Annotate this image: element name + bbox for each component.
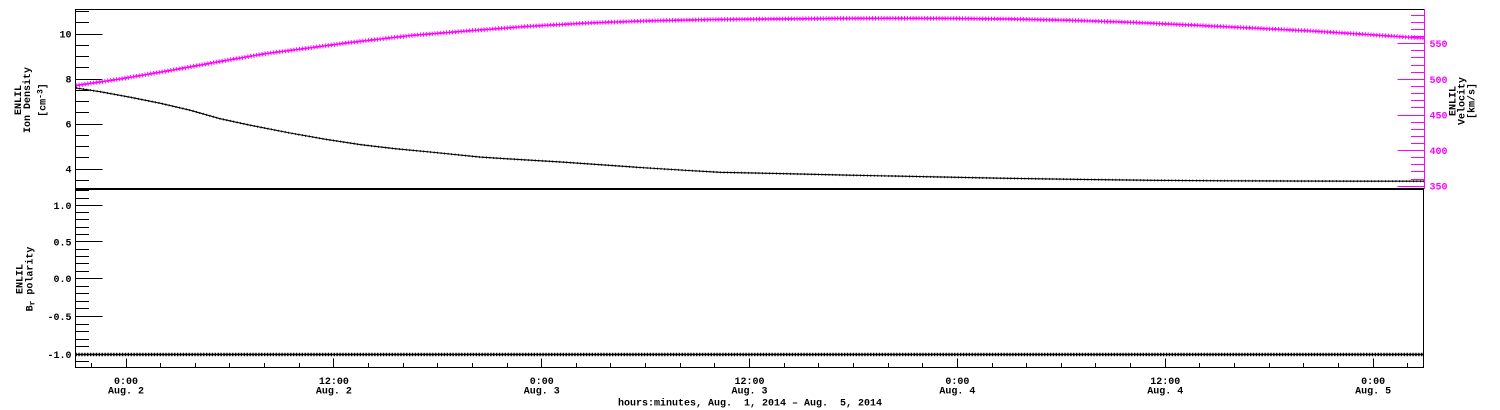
svg-text:Aug. 2: Aug. 2 [108,387,144,398]
svg-text:450: 450 [1430,112,1448,123]
svg-text:0.5: 0.5 [53,238,71,249]
svg-text:350: 350 [1430,183,1448,194]
svg-text:ENLIL: ENLIL [14,85,25,115]
svg-text:4: 4 [65,166,71,177]
svg-text:1.0: 1.0 [53,202,71,213]
svg-text:0:00: 0:00 [945,377,969,388]
svg-text:Aug. 2: Aug. 2 [316,387,352,398]
svg-text:Aug. 3: Aug. 3 [524,387,560,398]
svg-text:-0.5: -0.5 [47,313,71,324]
svg-text:ENLIL: ENLIL [1449,86,1460,116]
svg-text:12:00: 12:00 [319,377,349,388]
svg-text:hours:minutes, Aug. 1, 2014 –: hours:minutes, Aug. 1, 2014 – Aug. 5, 20… [618,398,882,410]
svg-text:Aug. 5: Aug. 5 [1355,387,1391,398]
svg-text:12:00: 12:00 [1150,377,1180,388]
svg-text:0.0: 0.0 [53,275,71,286]
svg-text:[cm-3]: [cm-3] [37,83,50,117]
svg-text:-1.0: -1.0 [47,351,71,362]
svg-text:ENLIL: ENLIL [16,264,27,294]
svg-text:0:00: 0:00 [114,377,138,388]
svg-text:0:00: 0:00 [530,377,554,388]
svg-text:8: 8 [65,76,71,87]
svg-text:6: 6 [65,121,71,132]
svg-text:0:00: 0:00 [1361,377,1385,388]
svg-text:400: 400 [1430,147,1448,158]
svg-text:500: 500 [1430,76,1448,87]
svg-text:[km/s]: [km/s] [1467,83,1479,119]
svg-text:12:00: 12:00 [735,377,765,388]
svg-text:Ion Density: Ion Density [22,67,34,133]
svg-text:Velocity: Velocity [1457,77,1469,125]
svg-text:Br polarity: Br polarity [25,247,38,312]
svg-text:Aug. 4: Aug. 4 [939,387,975,398]
svg-text:10: 10 [59,31,71,42]
svg-text:550: 550 [1430,40,1448,51]
svg-text:Aug. 4: Aug. 4 [1147,387,1183,398]
svg-text:Aug. 3: Aug. 3 [732,387,768,398]
